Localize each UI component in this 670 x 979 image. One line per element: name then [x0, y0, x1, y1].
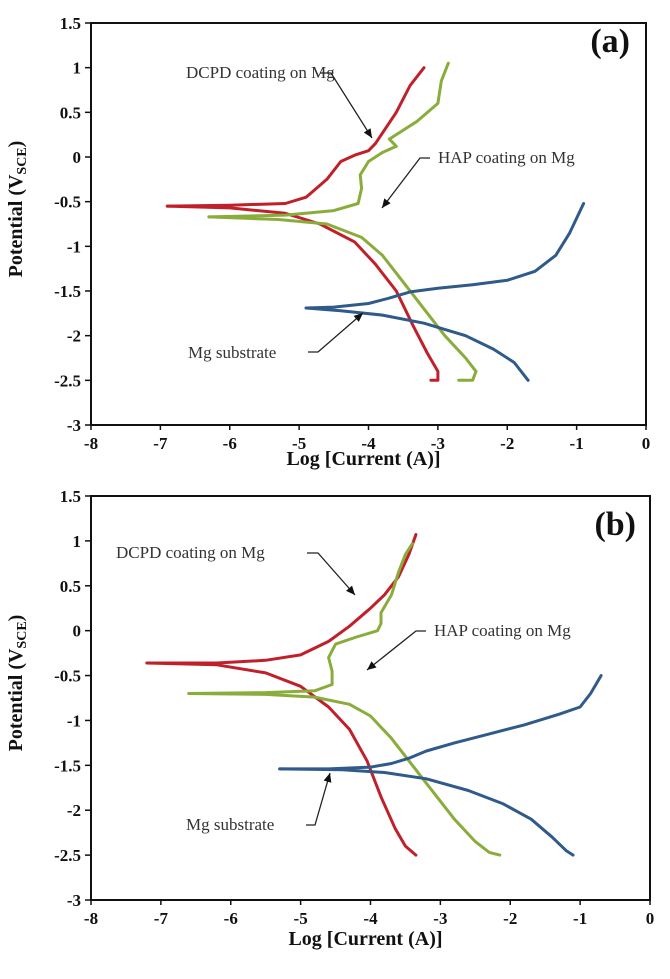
x-tick-label: -7 — [154, 909, 169, 928]
x-tick-label: -5 — [292, 434, 306, 453]
annotation-label: HAP coating on Mg — [438, 148, 575, 167]
series-hap-coating-on-mg-anodic-branch — [207, 61, 450, 219]
x-tick-label: -7 — [153, 434, 168, 453]
series-mg-substrate-anodic-branch — [278, 674, 603, 771]
x-tick-label: -4 — [363, 909, 378, 928]
y-tick-label: -1 — [67, 237, 81, 256]
y-axis-title-close: ) — [5, 615, 27, 622]
series-mg-substrate-cathodic-branch — [278, 767, 575, 857]
chart-panel-b: -8 -7 -6 -5 -4 -3 -2 -1 0 1.5 1 0.5 0 -0.5 -1 -1.5 -2 -2.… — [5, 487, 654, 950]
y-axis-title-subscript: SCE — [15, 621, 30, 648]
x-tick-label: -1 — [573, 909, 587, 928]
y-tick-label: 1 — [73, 59, 82, 78]
series-dcpd-coating-on-mg-cathodic-branch — [145, 661, 418, 857]
y-tick-label: -1.5 — [54, 282, 81, 301]
arrowhead-icon — [323, 773, 332, 783]
y-axis-title: Potential (VSCE) — [5, 141, 30, 278]
y-tick-label: -0.5 — [54, 193, 81, 212]
arrowhead-icon — [382, 198, 391, 208]
series-hap-coating-on-mg-cathodic-branch — [207, 215, 478, 382]
y-axis-title-close: ) — [5, 141, 27, 148]
x-tick-label: -4 — [361, 434, 376, 453]
y-tick-label: -2.5 — [54, 371, 81, 390]
y-axis-title-subscript: SCE — [15, 147, 30, 174]
panel-label: (b) — [594, 506, 636, 543]
annotation-label: DCPD coating on Mg — [116, 543, 265, 562]
x-tick-label: -3 — [433, 909, 447, 928]
arrowhead-icon — [367, 661, 377, 670]
y-tick-label: -2.5 — [54, 846, 81, 865]
annotation-leader-line — [366, 630, 426, 671]
y-tick-label: -2 — [67, 801, 81, 820]
x-tick-label: -6 — [223, 434, 237, 453]
x-axis-title: Log [Current (A)] — [286, 448, 440, 470]
chart-panel-a: -8 -7 -6 -5 -4 -3 -2 -1 0 1.5 1 0.5 0 -0.5 -1 -1.5 -2 -2.… — [5, 14, 650, 470]
annotation-label: Mg substrate — [186, 815, 274, 834]
series-dcpd-coating-on-mg-anodic-branch — [165, 66, 426, 208]
y-tick-label: -0.5 — [54, 667, 81, 686]
annotation-leader-line — [308, 312, 364, 353]
x-axis-title: Log [Current (A)] — [288, 928, 442, 950]
series-dcpd-coating-on-mg-cathodic-branch — [165, 204, 440, 382]
arrowhead-icon — [353, 313, 363, 322]
panel-label: (a) — [590, 23, 630, 60]
annotation-label: Mg substrate — [188, 343, 276, 362]
x-tick-label: -5 — [294, 909, 308, 928]
y-axis-title: Potential (VSCE) — [5, 615, 30, 752]
x-tick-label: -3 — [431, 434, 445, 453]
y-tick-label: -1 — [67, 711, 81, 730]
annotation-leader-line — [320, 72, 373, 139]
x-tick-label: -2 — [503, 909, 517, 928]
y-tick-label: -2 — [67, 327, 81, 346]
arrowhead-icon — [363, 128, 372, 138]
y-tick-label: 0.5 — [60, 103, 81, 122]
x-tick-label: 0 — [646, 909, 655, 928]
annotation-leader-line — [306, 772, 331, 826]
y-tick-label: -3 — [67, 416, 81, 435]
y-tick-label: 1.5 — [60, 14, 81, 33]
y-tick-label: 0 — [73, 148, 82, 167]
annotation-leader-line — [381, 157, 430, 209]
x-tick-label: -6 — [224, 909, 238, 928]
y-tick-label: 0.5 — [60, 577, 81, 596]
y-axis-title-main: Potential (V — [5, 648, 27, 751]
series-mg-substrate-anodic-branch — [304, 202, 586, 310]
arrowhead-icon — [346, 585, 355, 595]
y-tick-label: 1 — [73, 532, 82, 551]
y-tick-label: -3 — [67, 891, 81, 910]
annotation-label: DCPD coating on Mg — [186, 63, 335, 82]
x-tick-label: -8 — [84, 434, 98, 453]
y-tick-label: 0 — [73, 622, 82, 641]
x-tick-label: -1 — [570, 434, 584, 453]
y-tick-label: 1.5 — [60, 487, 81, 506]
series-mg-substrate-cathodic-branch — [304, 306, 530, 382]
x-tick-label: -2 — [500, 434, 514, 453]
series-hap-coating-on-mg-cathodic-branch — [187, 692, 502, 857]
y-tick-label: -1.5 — [54, 756, 81, 775]
y-axis-title-main: Potential (V — [5, 174, 27, 277]
annotation-label: HAP coating on Mg — [434, 621, 571, 640]
series-hap-coating-on-mg-anodic-branch — [187, 542, 414, 695]
plot-frame — [90, 22, 647, 426]
annotation-leader-line — [307, 552, 356, 596]
series-dcpd-coating-on-mg-anodic-branch — [145, 533, 418, 665]
x-tick-label: 0 — [642, 434, 651, 453]
x-tick-label: -8 — [84, 909, 98, 928]
